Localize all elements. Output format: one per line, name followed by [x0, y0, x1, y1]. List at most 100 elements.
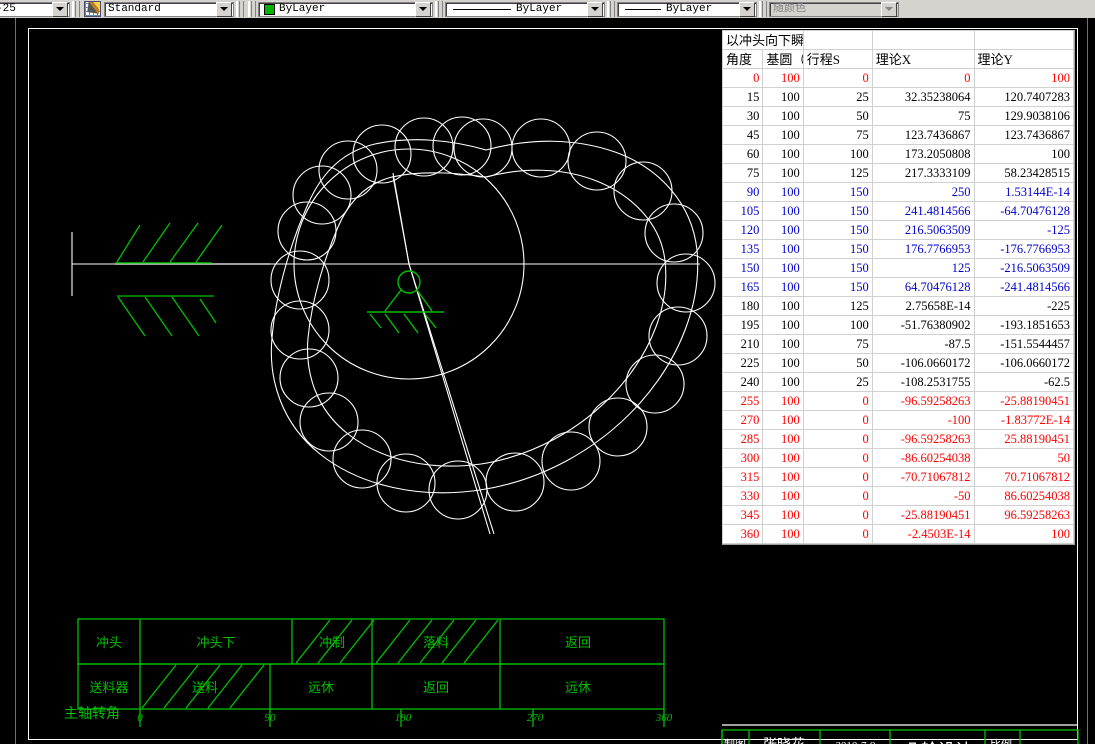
cell-r19-c2[interactable]: 0	[802, 429, 873, 449]
cell-r10-c1[interactable]: 100	[762, 258, 804, 278]
cell-r22-c2[interactable]: 0	[802, 486, 873, 506]
toolbar-grip[interactable]	[435, 1, 443, 17]
cell-r21-c0[interactable]: 315	[721, 467, 764, 487]
cell-r2-c4[interactable]: 129.9038106	[973, 106, 1075, 126]
cell-r11-c0[interactable]: 165	[721, 277, 764, 297]
table-row[interactable]: 360 100 0 -2.4503E-14 100	[721, 524, 1075, 544]
cell-r20-c0[interactable]: 300	[721, 448, 764, 468]
cell-r4-c1[interactable]: 100	[762, 144, 804, 164]
cell-r11-c4[interactable]: -241.4814566	[973, 277, 1075, 297]
cell-r1-c2[interactable]: 25	[802, 87, 873, 107]
cell-r1-c1[interactable]: 100	[762, 87, 804, 107]
cell-r13-c2[interactable]: 100	[802, 315, 873, 335]
cell-r9-c0[interactable]: 135	[721, 239, 764, 259]
cell-r8-c4[interactable]: -125	[973, 220, 1075, 240]
cell-r14-c2[interactable]: 75	[802, 334, 873, 354]
cell-r24-c3[interactable]: -2.4503E-14	[871, 524, 975, 544]
toolbar-grip[interactable]	[236, 1, 244, 17]
cell-r6-c1[interactable]: 100	[762, 182, 804, 202]
color-combo[interactable]: ByLayer	[258, 1, 433, 17]
table-row[interactable]: 270 100 0 -100 -1.83772E-14	[721, 410, 1075, 430]
cell-r7-c2[interactable]: 150	[802, 201, 873, 221]
cell-r5-c4[interactable]: 58.23428515	[973, 163, 1075, 183]
cell-r23-c1[interactable]: 100	[762, 505, 804, 525]
cell-r2-c2[interactable]: 50	[802, 106, 873, 126]
table-row[interactable]: 225 100 50 -106.0660172 -106.0660172	[721, 353, 1075, 373]
cell-r12-c3[interactable]: 2.75658E-14	[871, 296, 975, 316]
chevron-down-icon[interactable]	[52, 1, 68, 17]
table-row[interactable]: 30 100 50 75 129.9038106	[721, 106, 1075, 126]
table-row[interactable]: 285 100 0 -96.59258263 25.88190451	[721, 429, 1075, 449]
cell-r2-c1[interactable]: 100	[762, 106, 804, 126]
cell-r3-c1[interactable]: 100	[762, 125, 804, 145]
cell-r20-c4[interactable]: 50	[973, 448, 1075, 468]
chevron-down-icon[interactable]	[739, 1, 755, 17]
cell-r16-c2[interactable]: 25	[802, 372, 873, 392]
cell-r9-c4[interactable]: -176.7766953	[973, 239, 1075, 259]
cell-r24-c0[interactable]: 360	[721, 524, 764, 544]
cell-r18-c3[interactable]: -100	[871, 410, 975, 430]
cell-r0-c2[interactable]: 0	[802, 68, 873, 88]
cell-r14-c4[interactable]: -151.5544457	[973, 334, 1075, 354]
cell-r7-c0[interactable]: 105	[721, 201, 764, 221]
cell-r10-c0[interactable]: 150	[721, 258, 764, 278]
cell-r7-c4[interactable]: -64.70476128	[973, 201, 1075, 221]
cell-r24-c2[interactable]: 0	[802, 524, 873, 544]
cell-r3-c2[interactable]: 75	[802, 125, 873, 145]
cell-r20-c3[interactable]: -86.60254038	[871, 448, 975, 468]
cell-r20-c1[interactable]: 100	[762, 448, 804, 468]
table-row[interactable]: 150 100 150 125 -216.5063509	[721, 258, 1075, 278]
cell-r24-c4[interactable]: 100	[973, 524, 1075, 544]
toolbar-grip[interactable]	[759, 1, 767, 17]
table-row[interactable]: 240 100 25 -108.2531755 -62.5	[721, 372, 1075, 392]
toolbar-grip[interactable]	[248, 1, 256, 17]
cell-r0-c4[interactable]: 100	[973, 68, 1075, 88]
cell-r4-c0[interactable]: 60	[721, 144, 764, 164]
cell-r11-c1[interactable]: 100	[762, 277, 804, 297]
cell-r5-c3[interactable]: 217.3333109	[871, 163, 975, 183]
layer-combo[interactable]: -25	[0, 1, 70, 17]
cell-r15-c2[interactable]: 50	[802, 353, 873, 373]
cell-r3-c3[interactable]: 123.7436867	[871, 125, 975, 145]
cell-r21-c2[interactable]: 0	[802, 467, 873, 487]
table-row[interactable]: 255 100 0 -96.59258263 -25.88190451	[721, 391, 1075, 411]
text-style-icon[interactable]	[84, 1, 101, 17]
cell-r17-c3[interactable]: -96.59258263	[871, 391, 975, 411]
cell-r16-c4[interactable]: -62.5	[973, 372, 1075, 392]
cell-r10-c4[interactable]: -216.5063509	[973, 258, 1075, 278]
cell-r16-c3[interactable]: -108.2531755	[871, 372, 975, 392]
cell-r21-c3[interactable]: -70.71067812	[871, 467, 975, 487]
cell-r23-c3[interactable]: -25.88190451	[871, 505, 975, 525]
linetype-combo[interactable]: ByLayer	[445, 1, 605, 17]
lineweight-combo[interactable]: ByLayer	[617, 1, 757, 17]
cell-r17-c1[interactable]: 100	[762, 391, 804, 411]
table-row[interactable]: 60 100 100 173.2050808 100	[721, 144, 1075, 164]
toolbar-grip[interactable]	[607, 1, 615, 17]
cell-r14-c3[interactable]: -87.5	[871, 334, 975, 354]
cell-r6-c2[interactable]: 150	[802, 182, 873, 202]
chevron-down-icon[interactable]	[415, 1, 431, 17]
cell-r22-c4[interactable]: 86.60254038	[973, 486, 1075, 506]
cell-r15-c3[interactable]: -106.0660172	[871, 353, 975, 373]
cell-r0-c1[interactable]: 100	[762, 68, 804, 88]
cell-r6-c0[interactable]: 90	[721, 182, 764, 202]
cell-r1-c4[interactable]: 120.7407283	[973, 87, 1075, 107]
cell-r4-c3[interactable]: 173.2050808	[871, 144, 975, 164]
table-row[interactable]: 195 100 100 -51.76380902 -193.1851653	[721, 315, 1075, 335]
cell-r13-c3[interactable]: -51.76380902	[871, 315, 975, 335]
cell-r15-c0[interactable]: 225	[721, 353, 764, 373]
cell-r11-c2[interactable]: 150	[802, 277, 873, 297]
cell-r13-c1[interactable]: 100	[762, 315, 804, 335]
cell-r3-c4[interactable]: 123.7436867	[973, 125, 1075, 145]
cell-r13-c4[interactable]: -193.1851653	[973, 315, 1075, 335]
cell-r18-c2[interactable]: 0	[802, 410, 873, 430]
cell-r15-c4[interactable]: -106.0660172	[973, 353, 1075, 373]
cell-r19-c0[interactable]: 285	[721, 429, 764, 449]
cell-r18-c0[interactable]: 270	[721, 410, 764, 430]
cam-data-spreadsheet[interactable]: 以冲头向下瞬时记0 角度 基圆（S0） 行程S 理论X 理论Y 01000010…	[721, 30, 1075, 545]
cell-r15-c1[interactable]: 100	[762, 353, 804, 373]
cell-r16-c0[interactable]: 240	[721, 372, 764, 392]
cell-r6-c3[interactable]: 250	[871, 182, 975, 202]
table-row[interactable]: 90 100 150 250 1.53144E-14	[721, 182, 1075, 202]
cell-r9-c3[interactable]: 176.7766953	[871, 239, 975, 259]
